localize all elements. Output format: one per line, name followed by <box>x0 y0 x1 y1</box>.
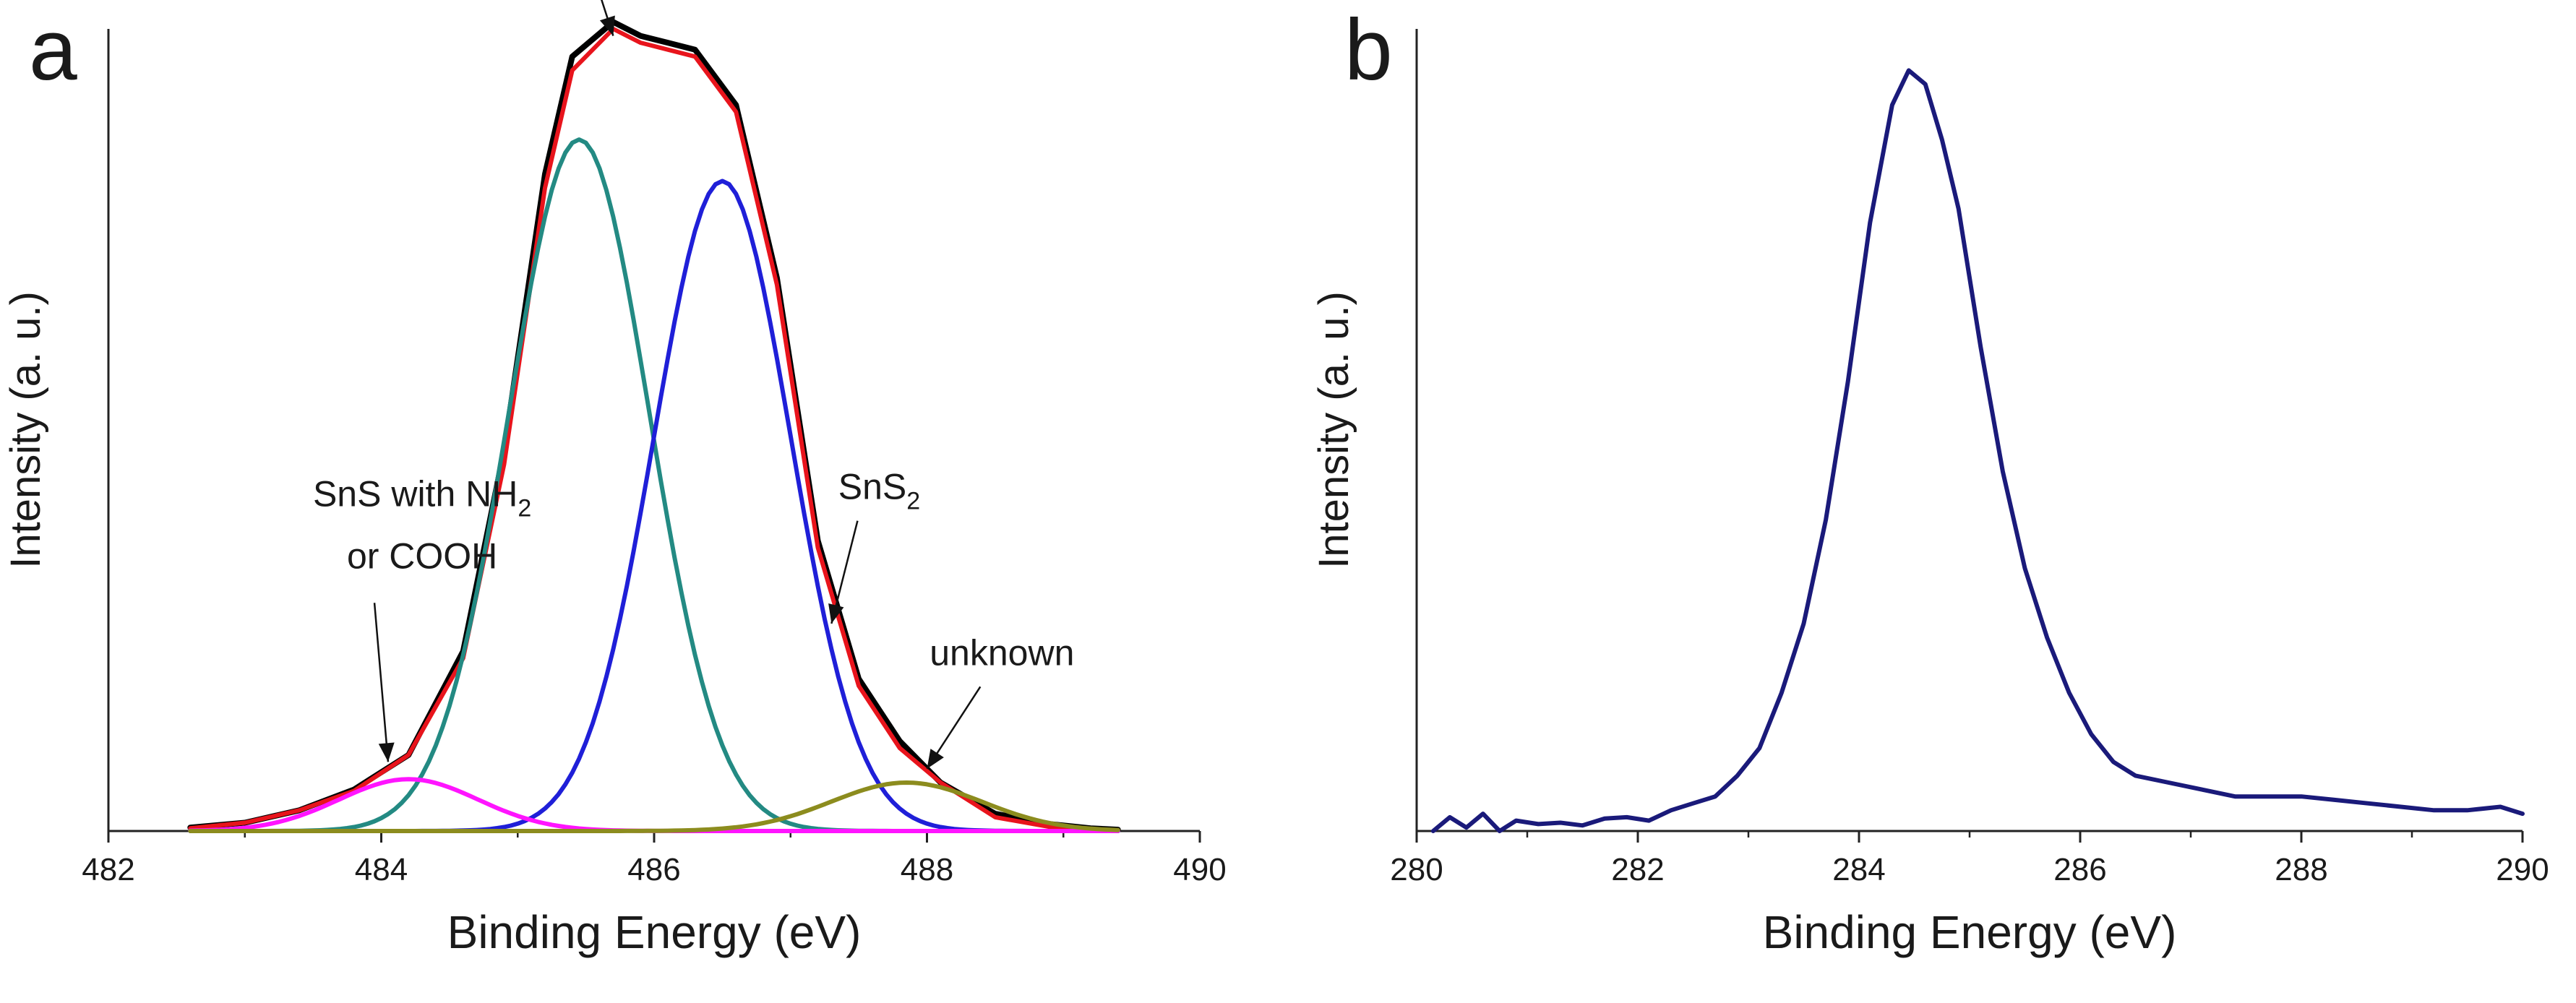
x-axis-title: Binding Energy (eV) <box>447 906 862 958</box>
x-tick-label: 282 <box>1611 852 1664 887</box>
annotation-label: SnS2 <box>838 467 920 515</box>
panel-label: b <box>1344 1 1393 98</box>
panel-label: a <box>29 1 77 98</box>
y-axis-title: Intensity (a. u.) <box>2 291 49 569</box>
x-tick-label: 288 <box>2275 852 2327 887</box>
annotation-label: SnS with NH2 <box>313 473 531 522</box>
x-tick-label: 482 <box>82 852 134 887</box>
x-tick-label: 484 <box>355 852 408 887</box>
panel-a: 482 484 486 488 490 Binding Energy (eV) Intens… <box>2 0 1227 958</box>
panel-b: 280 282 284 286 288 290 Binding Energy (eV) Int… <box>1310 1 2549 958</box>
series-spectrum-line <box>1430 68 2525 833</box>
annotation-arrow-head <box>828 603 844 624</box>
annotation-arrow-head <box>378 742 395 762</box>
x-axis-title: Binding Energy (eV) <box>1763 906 2177 958</box>
annotation-label: or COOH <box>347 535 497 576</box>
x-tick-label: 490 <box>1173 852 1226 887</box>
annotation-arrow-shaft <box>373 603 390 762</box>
x-tick-label: 486 <box>627 852 680 887</box>
annotation-arrow-head <box>927 749 944 769</box>
x-tick-label: 290 <box>2496 852 2549 887</box>
x-tick-label: 280 <box>1390 852 1443 887</box>
x-tick-label: 286 <box>2053 852 2106 887</box>
x-tick-label: 284 <box>1832 852 1885 887</box>
annotation-label: unknown <box>929 632 1074 673</box>
annotation-arrow-head <box>599 15 615 36</box>
y-axis-title: Intensity (a. u.) <box>1310 291 1357 569</box>
x-tick-label: 488 <box>901 852 953 887</box>
series-sns2-unknown-line <box>188 780 1120 833</box>
